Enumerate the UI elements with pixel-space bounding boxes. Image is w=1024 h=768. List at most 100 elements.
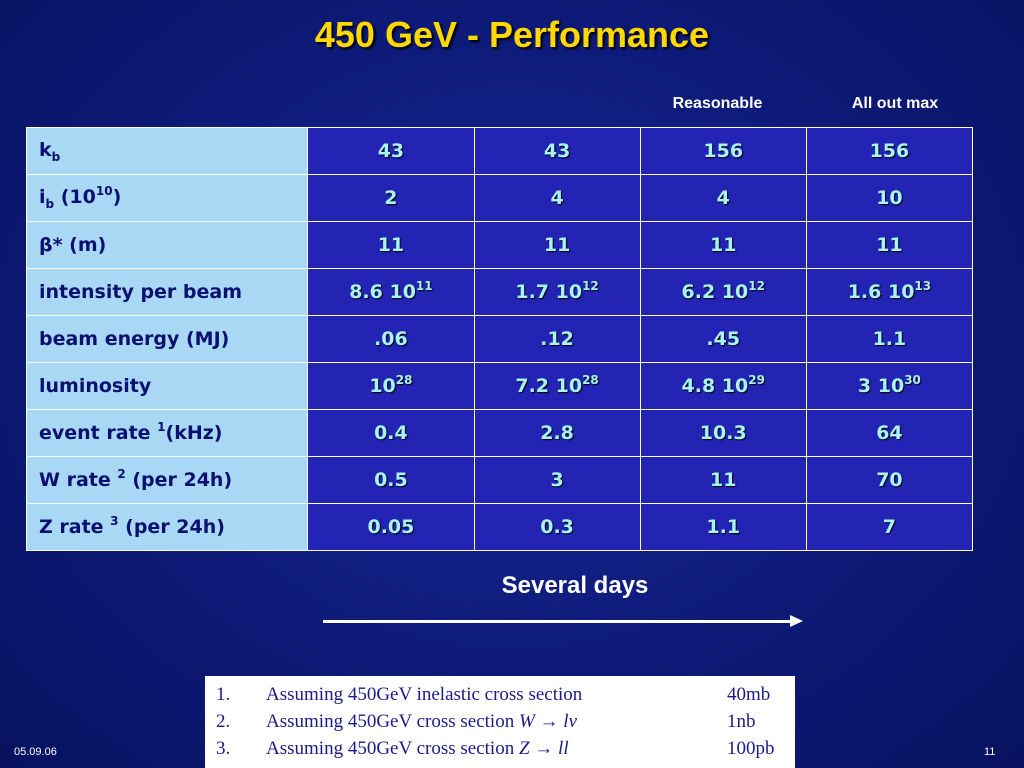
value-exponent: 28	[395, 373, 413, 387]
table-row: kb 43 43 156 156	[25, 127, 974, 175]
footnote-text-main: Assuming 450GeV inelastic cross section	[266, 684, 583, 705]
table-row: ib (1010) 2 4 4 10	[25, 174, 974, 222]
value-cell: 156	[639, 127, 807, 175]
row-label-text: (10	[54, 185, 96, 208]
value-cell: 8.6 1011	[307, 268, 475, 316]
value-base: 1.6 10	[847, 281, 915, 303]
value-cell: 0.05	[307, 503, 475, 551]
value-cell: 4	[473, 174, 641, 222]
value-cell: 3	[473, 456, 641, 504]
value-cell: 10	[805, 174, 974, 222]
row-label-superscript: 1	[157, 420, 166, 434]
value-cell: 1.7 1012	[473, 268, 641, 316]
footnote-2: 2. Assuming 450GeV cross section W → lv …	[205, 711, 795, 737]
value-cell: 4	[639, 174, 807, 222]
value-cell: 11	[473, 221, 641, 269]
value-base: 10	[369, 375, 396, 397]
row-label-text: k	[39, 138, 52, 161]
row-label-text: * (m)	[52, 234, 107, 256]
footnote-formula: W → lv	[518, 711, 578, 732]
value-cell: .45	[639, 315, 807, 363]
value-cell: 0.4	[307, 409, 475, 457]
value-exponent: 28	[582, 373, 599, 387]
table-row: W rate 2 (per 24h) 0.5 3 11 70	[25, 456, 974, 504]
footnote-text: Assuming 450GeV cross section Z → ll	[266, 738, 569, 760]
table-row: event rate 1(kHz) 0.4 2.8 10.3 64	[25, 409, 974, 457]
footnote-text-main: Assuming 450GeV cross section	[266, 738, 519, 759]
value-cell: 10.3	[639, 409, 807, 457]
footnote-text-main: Assuming 450GeV cross section	[266, 711, 519, 732]
value-cell: 64	[805, 409, 974, 457]
table-row: Z rate 3 (per 24h) 0.05 0.3 1.1 7	[25, 503, 974, 551]
row-label: Z rate 3 (per 24h)	[25, 503, 309, 551]
value-cell: .12	[473, 315, 641, 363]
value-cell: 11	[805, 221, 974, 269]
row-label: W rate 2 (per 24h)	[25, 456, 309, 504]
column-header-all-out-max: All out max	[851, 95, 939, 112]
row-label-text: (per 24h)	[118, 516, 225, 538]
value-base: 4.8 10	[681, 375, 749, 397]
footnote-text: Assuming 450GeV inelastic cross section	[266, 684, 582, 706]
row-label-text: intensity per beam	[39, 281, 243, 303]
row-label: luminosity	[25, 362, 309, 410]
value-cell: 2.8	[473, 409, 641, 457]
value-cell: 0.3	[473, 503, 641, 551]
footnote-amount: 40mb	[727, 684, 771, 705]
row-label-superscript: 3	[110, 514, 119, 528]
value-cell: 156	[805, 127, 974, 175]
table-row: β* (m) 11 11 11 11	[25, 221, 974, 269]
row-label-text: Z rate	[39, 516, 111, 538]
value-exponent: 12	[582, 279, 599, 293]
table-row: luminosity 1028 7.2 1028 4.8 1029 3 1030	[25, 362, 974, 410]
row-label: β* (m)	[25, 221, 309, 269]
footnotes-box: 1. Assuming 450GeV inelastic cross secti…	[205, 676, 795, 768]
footnote-3: 3. Assuming 450GeV cross section Z → ll …	[205, 738, 795, 764]
value-cell: 0.5	[307, 456, 475, 504]
row-label-superscript: 2	[117, 467, 126, 481]
performance-table: kb 43 43 156 156 ib (1010) 2 4 4 10 β* (m) 11 11 11 11…	[25, 127, 974, 551]
value-cell: .06	[307, 315, 475, 363]
row-label-superscript: 10	[95, 183, 113, 198]
value-cell: 43	[473, 127, 641, 175]
value-exponent: 13	[914, 279, 932, 293]
row-label-text: (kHz)	[165, 422, 223, 444]
table-row: beam energy (MJ) .06.12.45 1.1	[25, 315, 974, 363]
value-cell: 1.6 1013	[805, 268, 974, 316]
value-cell: 43	[307, 127, 475, 175]
value-cell: 1.1	[639, 503, 807, 551]
value-exponent: 11	[415, 279, 433, 293]
footer-date: 05.09.06	[14, 746, 57, 758]
footnote-1: 1. Assuming 450GeV inelastic cross secti…	[205, 684, 795, 710]
performance-table-body: kb 43 43 156 156 ib (1010) 2 4 4 10 β* (m) 11 11 11 11…	[25, 127, 974, 551]
arrow-right-icon	[790, 615, 803, 627]
value-base: 1.7 10	[515, 281, 583, 303]
row-label: ib (1010)	[25, 174, 309, 222]
value-cell: 3 1030	[805, 362, 974, 410]
value-cell: 70	[805, 456, 974, 504]
value-cell: 11	[639, 456, 807, 504]
row-label-text: event rate	[39, 422, 158, 444]
row-label-text: i	[39, 185, 46, 208]
value-cell: 1028	[307, 362, 475, 410]
value-exponent: 30	[904, 373, 921, 387]
value-base: 7.2 10	[515, 375, 583, 397]
footnote-text: Assuming 450GeV cross section W → lv	[266, 711, 577, 733]
footnote-number: 3.	[216, 738, 231, 759]
column-header-reasonable: Reasonable	[672, 95, 763, 112]
row-label-subscript: b	[45, 196, 55, 211]
slide-title: 450 GeV - Performance	[314, 14, 710, 55]
value-cell: 6.2 1012	[639, 268, 807, 316]
row-label: beam energy (MJ)	[25, 315, 309, 363]
row-label: kb	[25, 127, 309, 175]
several-days-label: Several days	[501, 572, 649, 599]
value-base: 6.2 10	[681, 281, 749, 303]
footnote-number: 1.	[216, 684, 231, 705]
value-cell: 11	[307, 221, 475, 269]
page-number: 11	[984, 746, 996, 758]
row-label-text: beam energy (MJ)	[39, 328, 230, 350]
footnote-amount: 1nb	[727, 711, 756, 732]
value-cell: 1.1	[805, 315, 974, 363]
footnote-formula: Z → ll	[518, 738, 569, 759]
footnote-number: 2.	[216, 711, 231, 732]
value-base: 3 10	[857, 375, 905, 397]
